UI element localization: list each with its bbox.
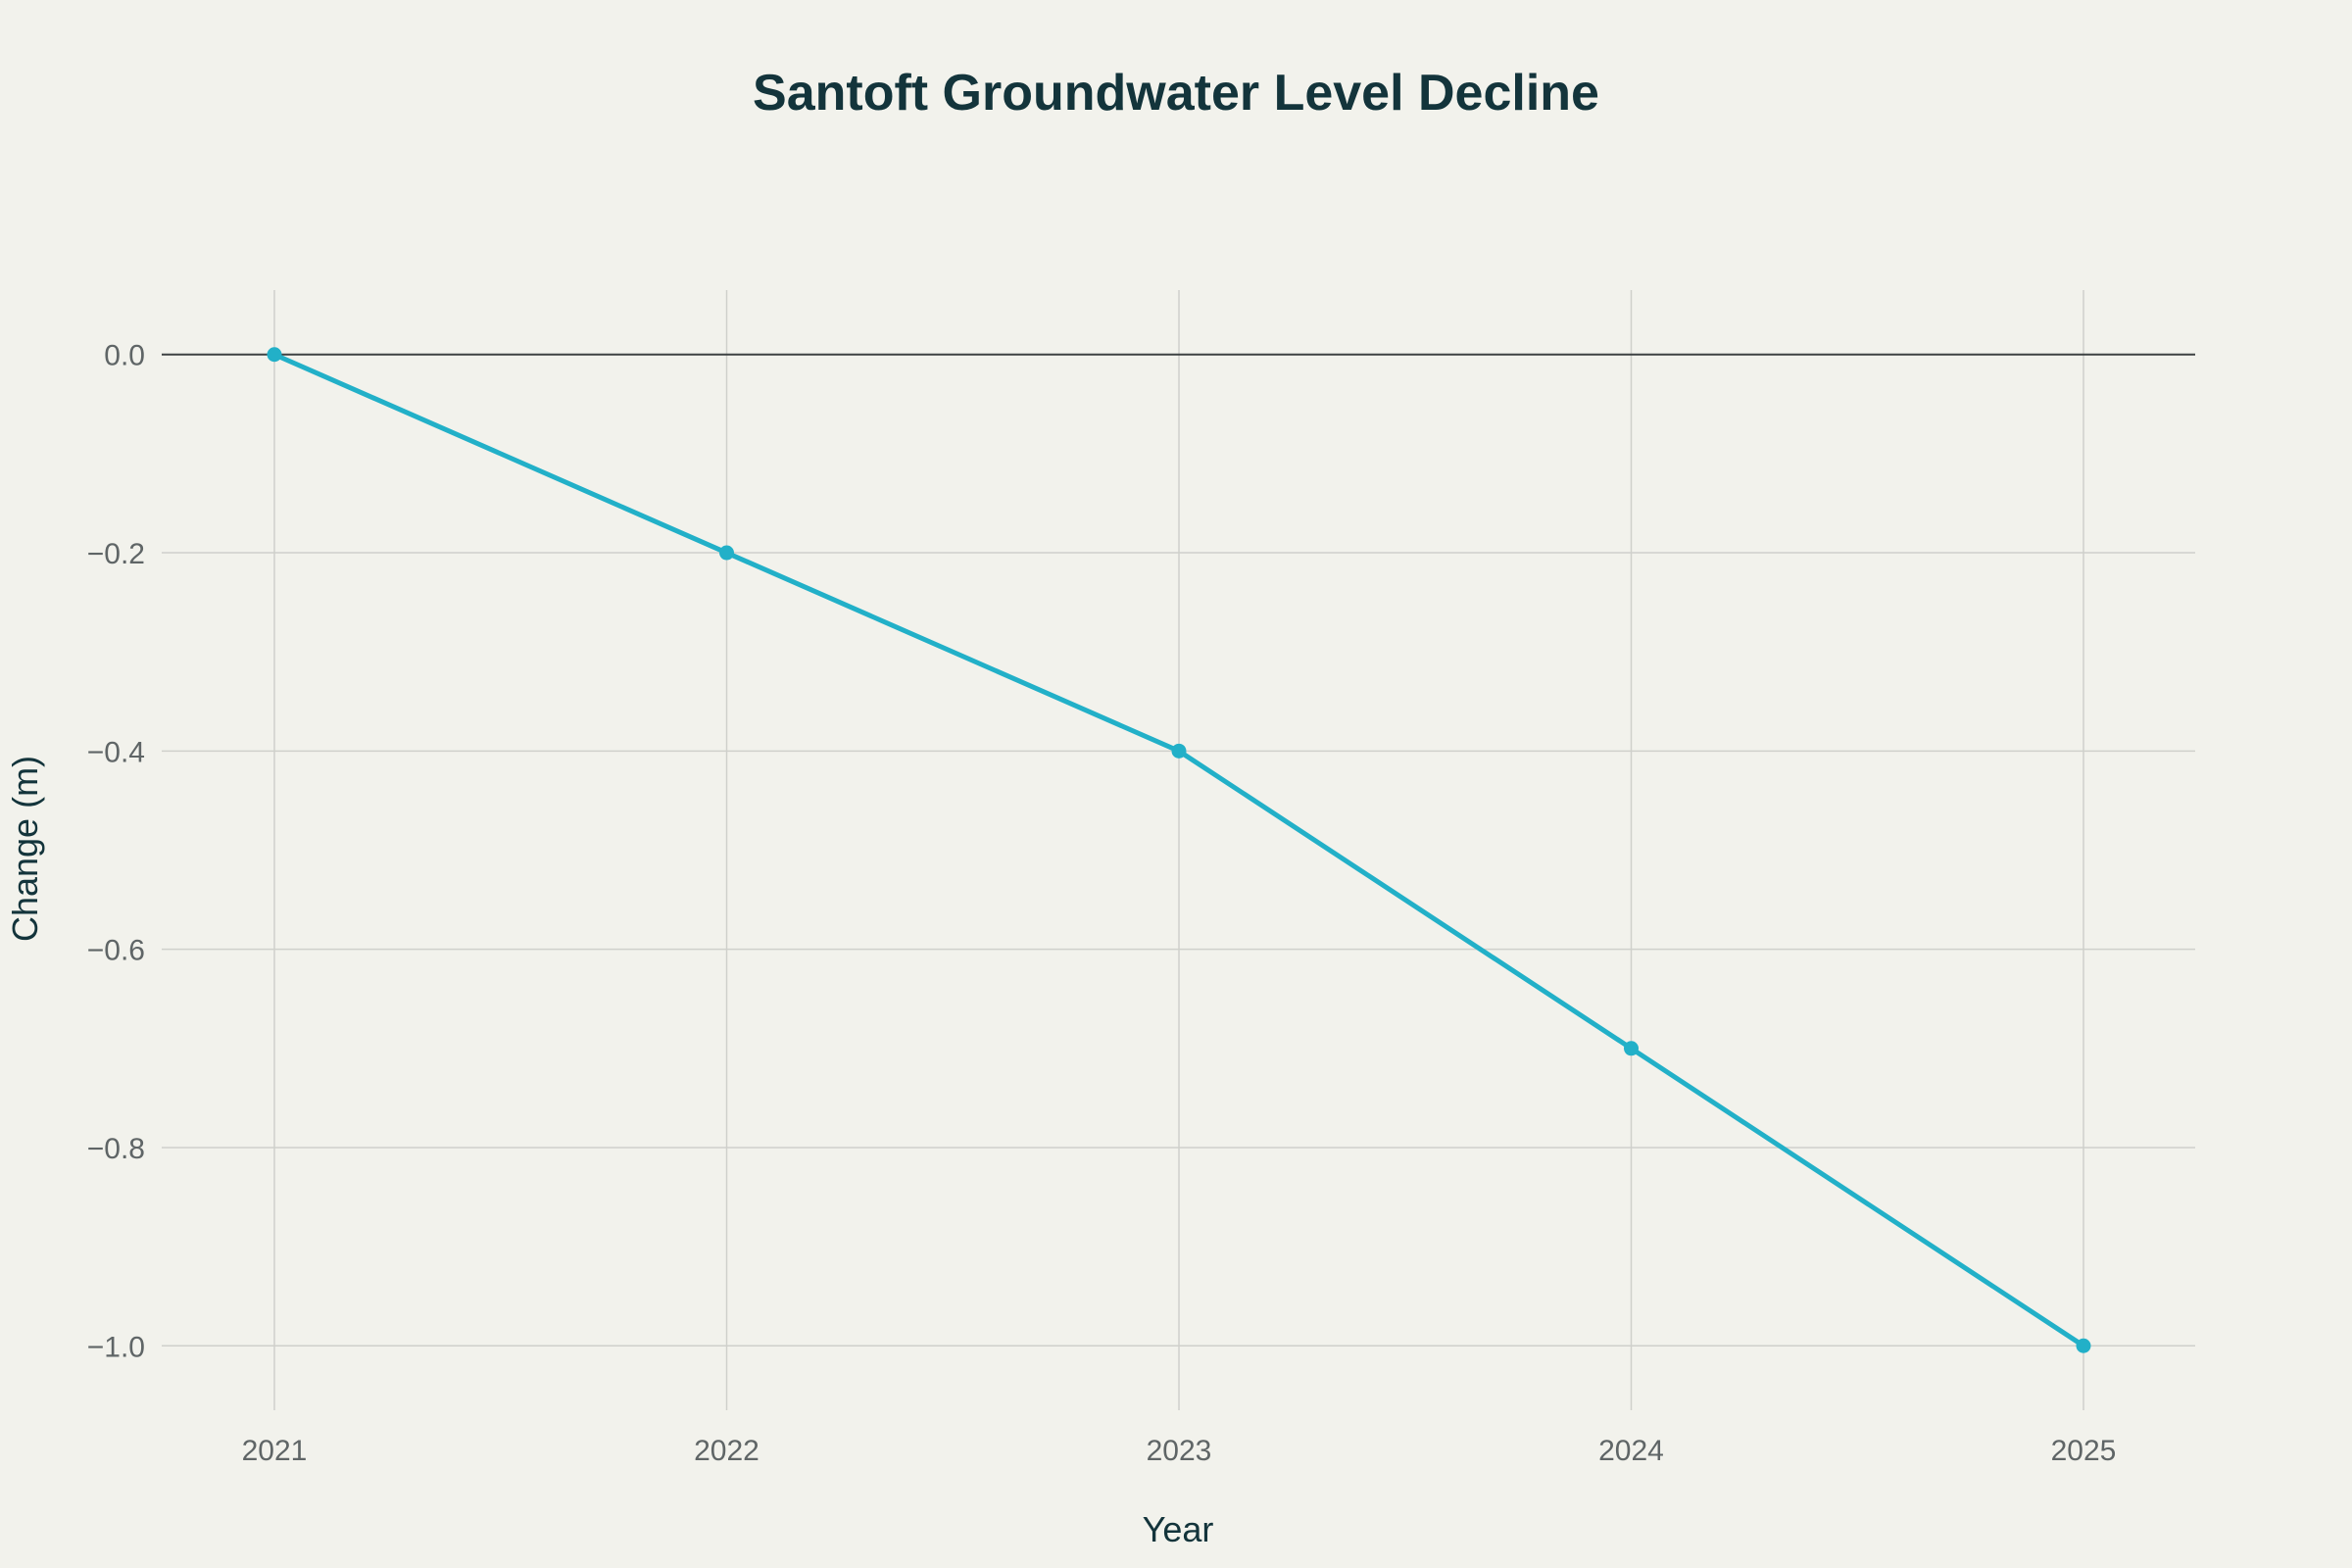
data-point-2022[interactable]	[719, 545, 734, 561]
data-point-2024[interactable]	[1624, 1041, 1639, 1056]
x-axis-label: Year	[1143, 1509, 1214, 1549]
y-gridlines	[162, 353, 2195, 1348]
data-point-2023[interactable]	[1171, 743, 1187, 759]
y-tick-label: −0.2	[87, 538, 145, 570]
x-tick-label: 2023	[1147, 1435, 1212, 1467]
x-tick-label: 2025	[2051, 1435, 2117, 1467]
x-tick-label: 2024	[1598, 1435, 1664, 1467]
chart-title: Santoft Groundwater Level Decline	[753, 65, 1599, 122]
y-tick-label: −0.8	[87, 1133, 145, 1165]
x-gridlines	[273, 290, 2084, 1410]
y-tick-label: −0.6	[87, 935, 145, 967]
y-tick-label: −0.4	[87, 736, 145, 768]
series-group	[267, 347, 2091, 1353]
y-tick-label: −1.0	[87, 1331, 145, 1363]
y-axis-label: Change (m)	[5, 756, 45, 942]
data-point-2025[interactable]	[2076, 1338, 2091, 1353]
x-tick-label: 2022	[694, 1435, 760, 1467]
x-tick-label: 2021	[242, 1435, 308, 1467]
y-tick-labels: 0.0 −0.2 −0.4 −0.6 −0.8 −1.0	[87, 340, 145, 1364]
y-tick-label: 0.0	[104, 340, 145, 372]
x-tick-labels: 2021 2022 2023 2024 2025	[242, 1435, 2117, 1467]
data-point-2021[interactable]	[267, 347, 282, 363]
